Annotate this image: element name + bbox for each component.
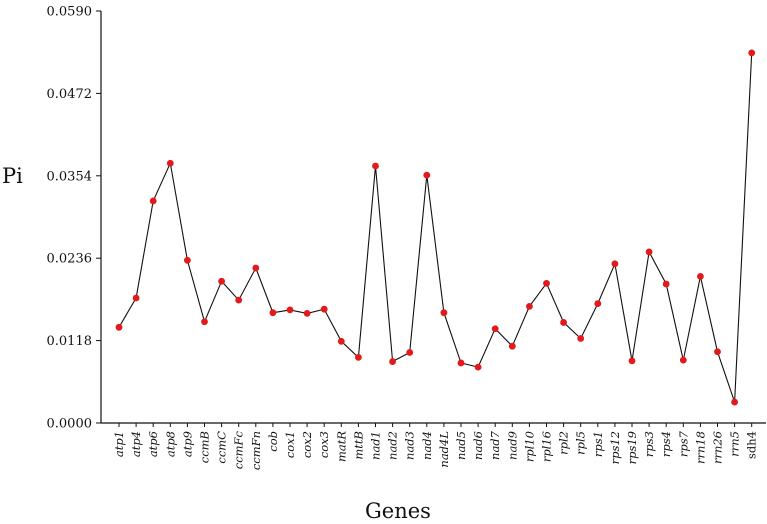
x-tick-label: rps3 — [642, 431, 656, 457]
data-point-rps12 — [611, 260, 619, 268]
data-point-nad4 — [423, 171, 431, 179]
data-point-cox1 — [286, 306, 294, 314]
data-point-rps4 — [662, 280, 670, 288]
data-point-rpl10 — [526, 302, 533, 310]
data-point-atp4 — [132, 294, 140, 302]
data-point-atp8 — [166, 159, 174, 167]
x-tick-label: matR — [334, 431, 348, 462]
x-tick-label: nad5 — [454, 431, 468, 460]
x-tick-label: sdh4 — [745, 431, 759, 459]
x-tick-label: atp4 — [129, 431, 143, 457]
data-point-rps19 — [628, 357, 636, 365]
x-tick-label: nad3 — [403, 431, 417, 460]
data-point-atp1 — [115, 323, 123, 331]
data-point-rrn26 — [714, 348, 721, 356]
x-tick-label: rps4 — [659, 431, 673, 457]
data-points — [115, 49, 756, 406]
x-tick-label: nad1 — [369, 431, 383, 460]
data-point-cox2 — [303, 309, 311, 317]
data-point-nad1 — [372, 162, 379, 170]
x-tick-label: rpl16 — [540, 431, 554, 462]
data-point-rpl2 — [560, 319, 567, 326]
x-tick-label: rps19 — [625, 431, 639, 464]
data-point-nad3 — [406, 349, 414, 356]
data-point-nad2 — [389, 358, 396, 365]
y-tick-label: 0.0236 — [47, 252, 93, 267]
x-tick-label: rpl5 — [574, 431, 588, 455]
data-point-nad4L — [440, 309, 448, 317]
x-tick-label: nad7 — [488, 430, 502, 460]
x-tick-label: rps12 — [608, 431, 622, 464]
x-tick-label: ccmC — [215, 431, 229, 464]
y-tick-label: 0.0590 — [47, 5, 93, 20]
y-tick-label: 0.0118 — [47, 334, 93, 349]
data-point-atp6 — [149, 197, 157, 205]
data-point-matR — [337, 337, 345, 345]
y-tick-label: 0.0354 — [47, 169, 93, 184]
x-tick-label: atp9 — [180, 431, 194, 457]
data-point-atp9 — [184, 256, 191, 264]
x-tick-label: nad4 — [420, 431, 434, 460]
x-tick-label: nad9 — [505, 431, 519, 460]
x-ticks: atp1 atp4 atp6 atp8 atp9 ccmB ccmC ccmFc ccmFn co… — [112, 423, 759, 470]
data-point-nad5 — [457, 359, 465, 367]
pi-series-line — [118, 52, 753, 403]
x-tick-label: nad4L — [437, 431, 451, 468]
x-tick-label: rpl10 — [522, 431, 536, 462]
x-tick-label: rpl2 — [557, 431, 571, 455]
y-tick-label: 0.0472 — [47, 87, 93, 102]
x-tick-label: nad6 — [471, 431, 485, 460]
x-tick-label: ccmFc — [232, 430, 246, 469]
data-point-ccmFn — [252, 264, 260, 272]
x-tick-label: cox2 — [300, 431, 314, 458]
x-tick-label: ccmFn — [249, 431, 263, 470]
x-tick-label: nad2 — [386, 431, 400, 460]
data-point-nad9 — [508, 342, 516, 350]
data-point-rrn5 — [731, 398, 738, 406]
x-tick-label: rrn26 — [711, 431, 725, 464]
x-tick-label: mttB — [351, 431, 365, 460]
x-tick-label: rrn5 — [728, 431, 742, 457]
y-axis-title: Pi — [2, 164, 23, 188]
x-tick-label: atp8 — [163, 431, 177, 457]
data-point-mttB — [355, 353, 362, 361]
x-tick-label: atp6 — [146, 431, 160, 457]
data-point-ccmFc — [235, 296, 243, 304]
data-point-sdh4 — [748, 49, 756, 57]
data-point-ccmC — [218, 277, 226, 285]
data-point-rps1 — [594, 300, 602, 307]
data-point-cox3 — [320, 305, 328, 313]
data-point-cob — [269, 309, 277, 317]
x-tick-label: cob — [266, 431, 280, 452]
data-point-nad6 — [474, 363, 482, 371]
data-point-rrn18 — [697, 272, 704, 280]
x-tick-label: ccmB — [198, 431, 212, 463]
data-point-rps7 — [679, 356, 687, 364]
y-tick-label: 0.0000 — [47, 417, 93, 432]
x-tick-label: cox3 — [317, 431, 331, 458]
y-ticks: 0.0000 0.0118 0.0236 0.0354 0.0472 0.0590 — [47, 5, 101, 432]
x-tick-label: rps1 — [591, 431, 605, 457]
data-point-rpl16 — [543, 279, 550, 287]
data-point-nad7 — [491, 325, 499, 333]
x-axis-title: Genes — [365, 499, 431, 523]
data-point-rps3 — [645, 248, 653, 256]
x-tick-label: rps7 — [676, 430, 690, 457]
x-tick-label: rrn18 — [693, 431, 707, 464]
data-point-ccmB — [201, 318, 208, 326]
x-tick-label: cox1 — [283, 431, 297, 458]
x-tick-label: atp1 — [112, 431, 126, 457]
data-point-rpl5 — [577, 335, 585, 342]
axes — [100, 11, 766, 424]
